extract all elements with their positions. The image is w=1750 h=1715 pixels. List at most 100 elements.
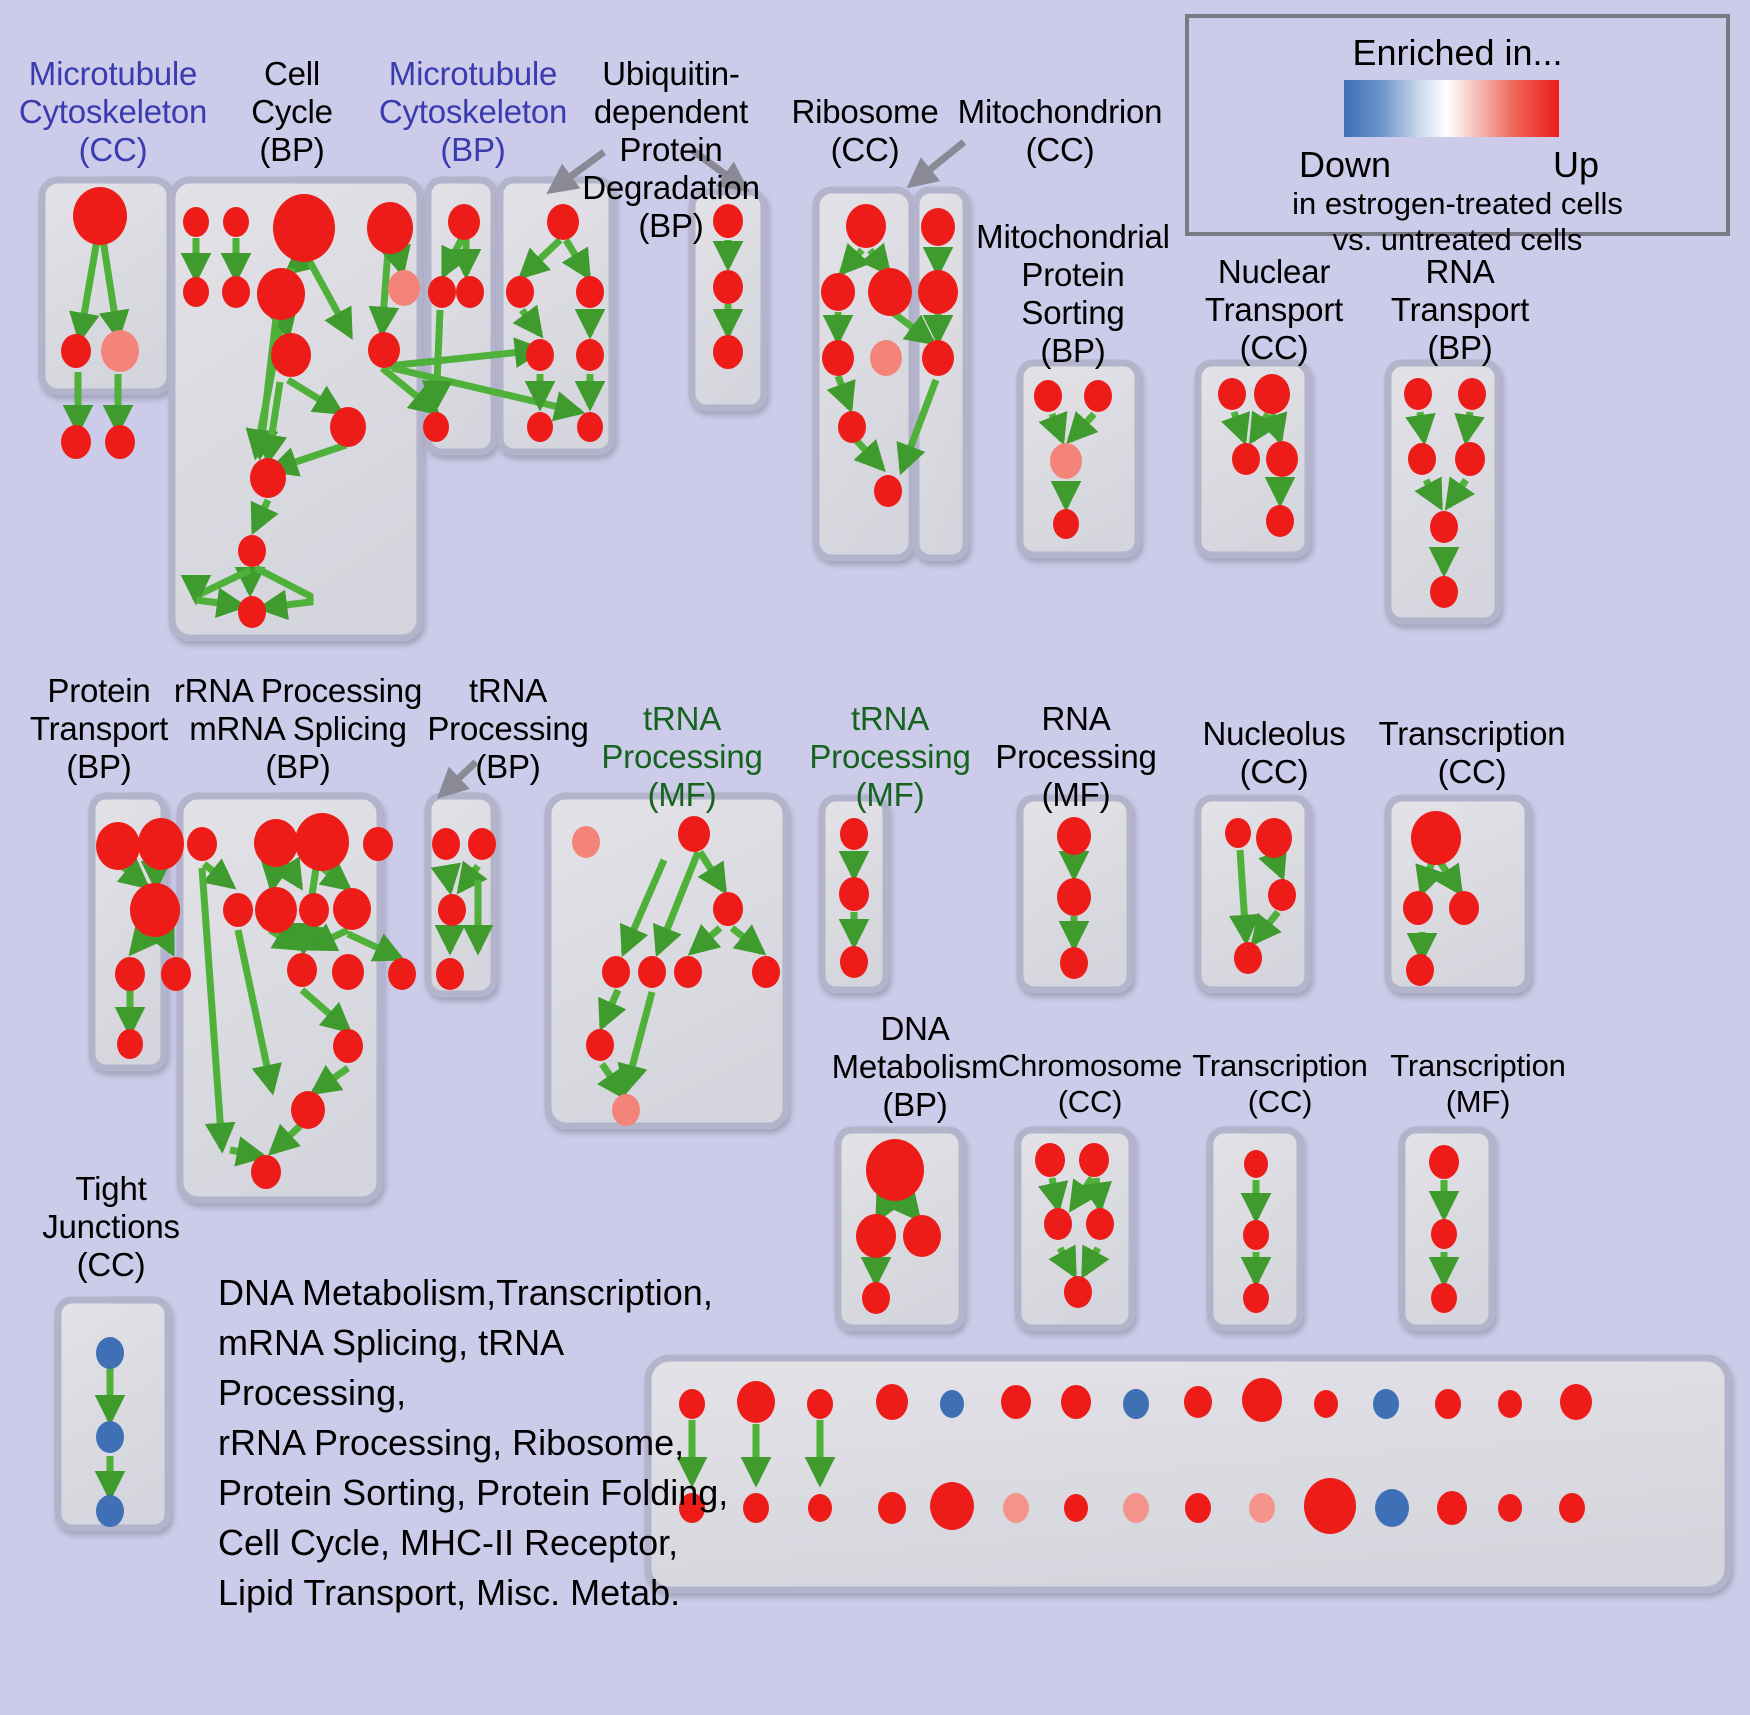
node bbox=[840, 818, 868, 850]
node bbox=[1403, 891, 1433, 925]
edge bbox=[838, 242, 871, 277]
node bbox=[1064, 1494, 1088, 1522]
label-trna-processing-bp: tRNA Processing (BP) bbox=[427, 672, 589, 785]
node bbox=[839, 877, 869, 911]
edge bbox=[853, 437, 886, 473]
node bbox=[161, 957, 191, 991]
node bbox=[1001, 1385, 1031, 1419]
edge bbox=[1454, 411, 1485, 446]
edge bbox=[201, 858, 237, 890]
node bbox=[1079, 1143, 1109, 1177]
edge bbox=[697, 850, 727, 895]
edge bbox=[653, 850, 702, 958]
node bbox=[874, 475, 902, 507]
node bbox=[940, 1390, 964, 1418]
node bbox=[713, 892, 743, 926]
node bbox=[299, 893, 329, 927]
node bbox=[862, 1282, 890, 1314]
node bbox=[257, 268, 305, 320]
node bbox=[468, 828, 496, 860]
node bbox=[438, 894, 466, 926]
node bbox=[73, 187, 127, 245]
pointer-group bbox=[436, 139, 967, 799]
node bbox=[250, 458, 286, 498]
node bbox=[96, 1337, 124, 1369]
label-trna-processing-mf-1: tRNA Processing (MF) bbox=[601, 700, 763, 813]
legend-subtitle: in estrogen-treated cells vs. untreated … bbox=[1292, 186, 1623, 257]
edge bbox=[1257, 411, 1288, 446]
node bbox=[1035, 1143, 1065, 1177]
edge bbox=[1048, 1244, 1078, 1279]
node bbox=[1243, 1283, 1269, 1313]
edge bbox=[598, 988, 627, 1032]
edge bbox=[421, 309, 453, 412]
node bbox=[1232, 443, 1260, 475]
node bbox=[1268, 879, 1296, 911]
edge bbox=[430, 862, 462, 896]
node bbox=[870, 340, 902, 376]
node bbox=[295, 813, 349, 871]
node bbox=[96, 1495, 124, 1527]
node bbox=[96, 1421, 124, 1453]
node bbox=[1431, 1219, 1457, 1249]
node bbox=[101, 330, 139, 372]
node bbox=[1123, 1493, 1149, 1523]
node bbox=[130, 883, 180, 937]
node bbox=[1314, 1390, 1338, 1418]
label-rna-processing-mf: RNA Processing (MF) bbox=[995, 700, 1157, 813]
node bbox=[576, 339, 604, 371]
edge bbox=[195, 587, 248, 619]
node bbox=[187, 827, 217, 861]
node bbox=[752, 956, 780, 988]
legend-title: Enriched in... bbox=[1352, 32, 1563, 73]
node bbox=[678, 816, 710, 852]
node bbox=[1034, 380, 1062, 412]
node bbox=[1053, 509, 1079, 539]
edge bbox=[299, 987, 353, 1034]
node bbox=[572, 826, 600, 858]
pointer-mitochondrion-arrow bbox=[906, 139, 967, 189]
node bbox=[506, 276, 534, 308]
edge bbox=[387, 337, 546, 370]
edge bbox=[309, 1064, 351, 1096]
node bbox=[1449, 891, 1479, 925]
node bbox=[743, 1493, 769, 1523]
node bbox=[713, 204, 743, 238]
legend-box: Enriched in... Down Up in estrogen-treat… bbox=[1185, 14, 1730, 257]
node bbox=[713, 270, 743, 304]
node bbox=[273, 194, 335, 262]
pointer-trna-arrow bbox=[436, 759, 479, 799]
panel-misc-wide bbox=[644, 1354, 1732, 1594]
node bbox=[1242, 1378, 1282, 1422]
edge bbox=[687, 923, 723, 956]
edge bbox=[306, 260, 354, 340]
node bbox=[1249, 1493, 1275, 1523]
edge bbox=[729, 924, 767, 956]
node bbox=[223, 893, 253, 927]
node bbox=[367, 202, 413, 254]
node bbox=[1430, 511, 1458, 543]
node bbox=[1084, 380, 1112, 412]
node bbox=[1431, 1283, 1457, 1313]
label-mitochondrial-protein-sorting-bp: Mitochondrial Protein Sorting (BP) bbox=[976, 218, 1170, 369]
node bbox=[363, 827, 393, 861]
node bbox=[105, 425, 135, 459]
edge bbox=[1221, 410, 1251, 446]
node bbox=[1225, 818, 1251, 848]
node bbox=[918, 270, 958, 314]
node bbox=[713, 335, 743, 369]
node bbox=[1437, 1491, 1467, 1525]
node bbox=[1429, 1145, 1459, 1179]
edge bbox=[1037, 1177, 1069, 1214]
node bbox=[1050, 443, 1082, 479]
node bbox=[238, 596, 266, 628]
node bbox=[423, 412, 449, 442]
node bbox=[117, 1029, 143, 1059]
label-transcription-cc-row3: Transcription (CC) bbox=[1192, 1048, 1368, 1119]
node bbox=[526, 339, 554, 371]
node bbox=[287, 953, 317, 987]
node bbox=[138, 818, 184, 870]
label-chromosome-cc: Chromosome (CC) bbox=[997, 1048, 1183, 1119]
edge bbox=[180, 566, 252, 606]
node bbox=[1375, 1489, 1409, 1527]
